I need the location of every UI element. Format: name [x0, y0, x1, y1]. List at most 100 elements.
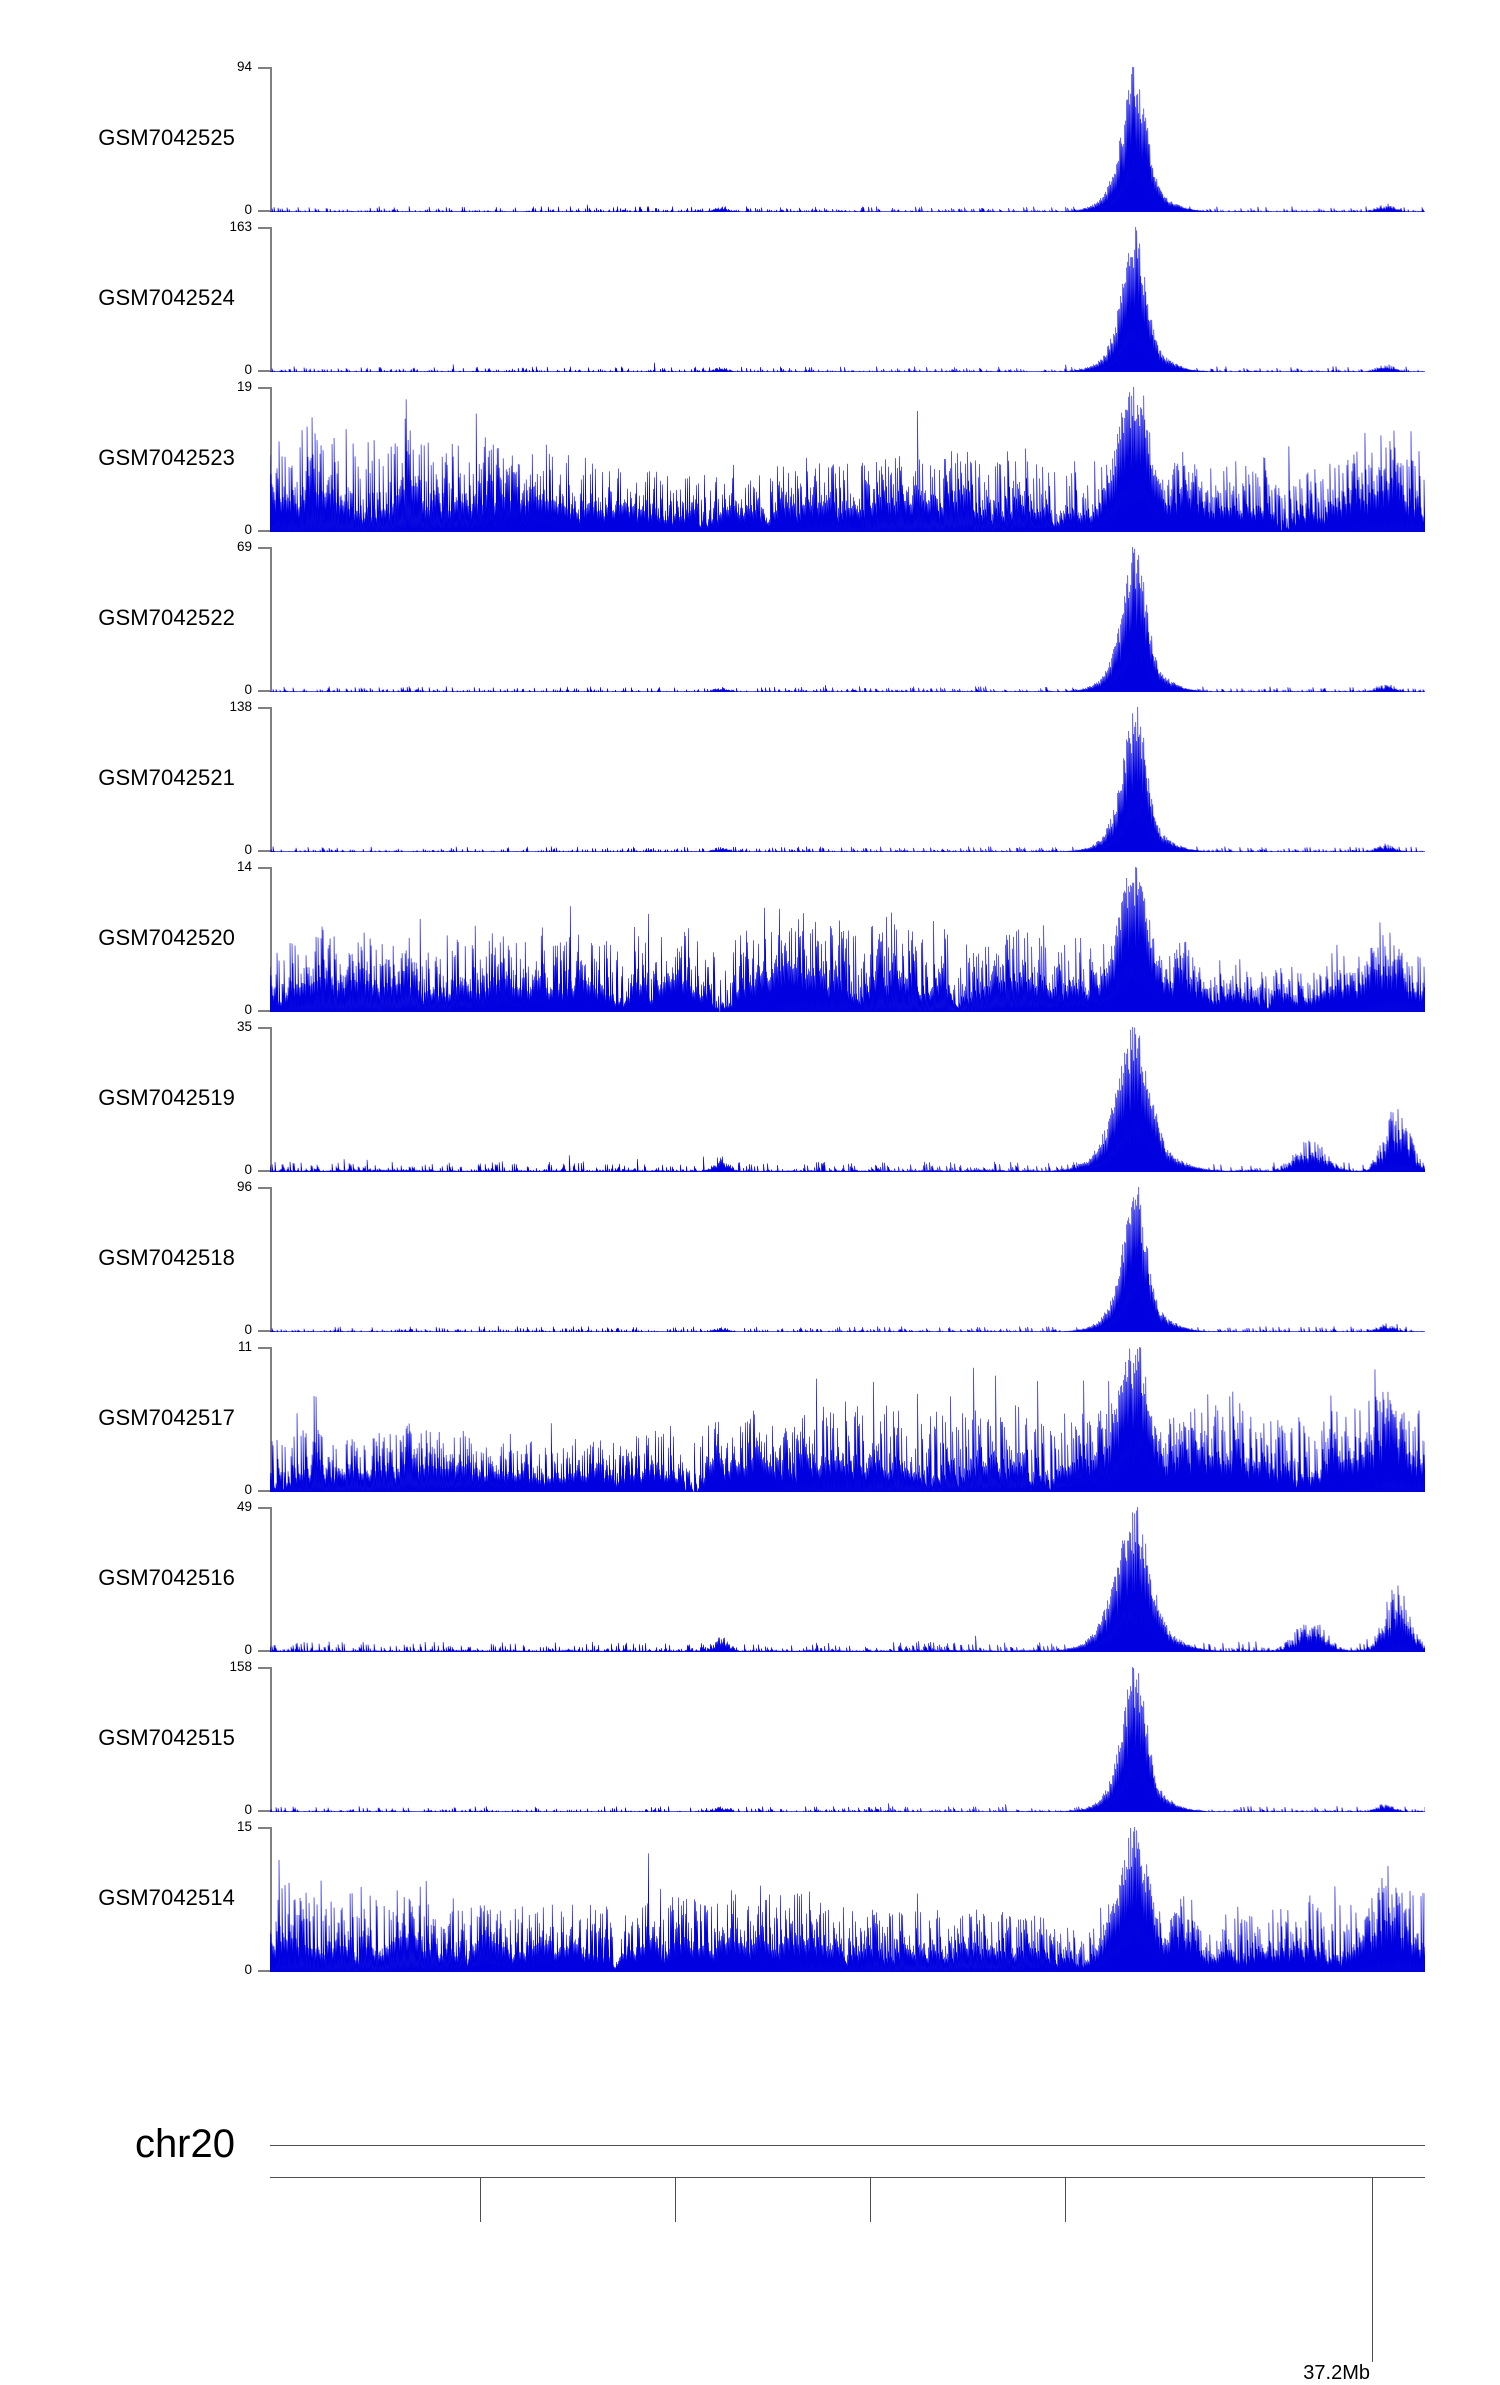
signal-plot[interactable] [270, 1347, 1425, 1492]
signal-area [270, 867, 1425, 1012]
y-axis-max-value: 96 [236, 1179, 252, 1194]
y-axis-min-value: 0 [244, 1962, 252, 1977]
y-axis-min-value: 0 [244, 1642, 252, 1657]
y-axis-min-value: 0 [244, 1802, 252, 1817]
y-axis-line [270, 867, 272, 1012]
y-axis-line [270, 1187, 272, 1332]
signal-area [270, 1347, 1425, 1492]
signal-plot[interactable] [270, 387, 1425, 532]
signal-track[interactable]: GSM7042523 19 0 [0, 379, 1500, 537]
y-axis-min-value: 0 [244, 1322, 252, 1337]
signal-track[interactable]: GSM7042525 94 0 [0, 59, 1500, 217]
y-axis-max-value: 138 [229, 699, 252, 714]
y-axis-tick-max [258, 867, 270, 869]
track-label: GSM7042520 [98, 924, 235, 950]
y-axis-line [270, 1667, 272, 1812]
y-axis-tick-max [258, 1347, 270, 1349]
signal-track[interactable]: GSM7042514 15 0 [0, 1819, 1500, 1977]
y-axis-tick-max [258, 1667, 270, 1669]
signal-plot[interactable] [270, 1027, 1425, 1172]
signal-area [270, 387, 1425, 532]
signal-track[interactable]: GSM7042520 14 0 [0, 859, 1500, 1017]
y-axis-line [270, 387, 272, 532]
y-axis-min-value: 0 [244, 1002, 252, 1017]
y-axis-min-value: 0 [244, 362, 252, 377]
signal-area [270, 707, 1425, 852]
signal-plot[interactable] [270, 1187, 1425, 1332]
y-axis-min-value: 0 [244, 202, 252, 217]
y-axis-line [270, 1347, 272, 1492]
y-axis-tick-min [258, 210, 270, 212]
signal-plot[interactable] [270, 1507, 1425, 1652]
y-axis-min-value: 0 [244, 522, 252, 537]
y-axis-tick-min [258, 1970, 270, 1972]
y-axis-tick-max [258, 227, 270, 229]
track-label: GSM7042525 [98, 124, 235, 150]
y-axis-line [270, 67, 272, 212]
signal-track[interactable]: GSM7042517 11 0 [0, 1339, 1500, 1497]
signal-plot[interactable] [270, 227, 1425, 372]
signal-track[interactable]: GSM7042522 69 0 [0, 539, 1500, 697]
signal-area [270, 67, 1425, 212]
y-axis-max-value: 69 [236, 539, 252, 554]
signal-track[interactable]: GSM7042516 49 0 [0, 1499, 1500, 1657]
y-axis-tick-min [258, 370, 270, 372]
ruler-tick [675, 2177, 677, 2222]
y-axis-tick-max [258, 707, 270, 709]
track-label: GSM7042519 [98, 1084, 235, 1110]
track-label: GSM7042523 [98, 444, 235, 470]
ruler-tick [870, 2177, 872, 2222]
signal-plot[interactable] [270, 1827, 1425, 1972]
ruler-tick [1064, 2177, 1066, 2222]
signal-track[interactable]: GSM7042519 35 0 [0, 1019, 1500, 1177]
ruler-tick [1371, 2177, 1373, 2362]
signal-plot[interactable] [270, 707, 1425, 852]
y-axis-tick-min [258, 1170, 270, 1172]
signal-plot[interactable] [270, 67, 1425, 212]
track-label: GSM7042518 [98, 1244, 235, 1270]
coordinate-label: 37.2Mb [1303, 2362, 1370, 2384]
y-axis-line [270, 1507, 272, 1652]
chromosome-ruler: chr20 37.2Mb [0, 2100, 1500, 2384]
signal-area [270, 1507, 1425, 1652]
ruler-tick [479, 2177, 481, 2222]
y-axis-tick-min [258, 690, 270, 692]
ruler-line-top [270, 2145, 1425, 2146]
y-axis-tick-min [258, 1650, 270, 1652]
track-label: GSM7042521 [98, 764, 235, 790]
y-axis-tick-max [258, 67, 270, 69]
y-axis-tick-max [258, 1027, 270, 1029]
y-axis-line [270, 707, 272, 852]
track-label: GSM7042514 [98, 1884, 235, 1910]
track-label: GSM7042516 [98, 1564, 235, 1590]
signal-track[interactable]: GSM7042521 138 0 [0, 699, 1500, 857]
y-axis-line [270, 1827, 272, 1972]
y-axis-min-value: 0 [244, 842, 252, 857]
signal-area [270, 227, 1425, 372]
track-label: GSM7042517 [98, 1404, 235, 1430]
y-axis-line [270, 227, 272, 372]
y-axis-max-value: 19 [236, 379, 252, 394]
y-axis-max-value: 94 [236, 59, 252, 74]
y-axis-tick-min [258, 1490, 270, 1492]
y-axis-min-value: 0 [244, 1482, 252, 1497]
signal-track[interactable]: GSM7042518 96 0 [0, 1179, 1500, 1337]
y-axis-max-value: 163 [229, 219, 252, 234]
signal-area [270, 547, 1425, 692]
track-label: GSM7042515 [98, 1724, 235, 1750]
y-axis-tick-max [258, 547, 270, 549]
signal-plot[interactable] [270, 867, 1425, 1012]
signal-track[interactable]: GSM7042524 163 0 [0, 219, 1500, 377]
y-axis-min-value: 0 [244, 682, 252, 697]
signal-plot[interactable] [270, 547, 1425, 692]
signal-track[interactable]: GSM7042515 158 0 [0, 1659, 1500, 1817]
track-label: GSM7042524 [98, 284, 235, 310]
ruler-line-bottom [270, 2177, 1425, 2178]
y-axis-tick-max [258, 1827, 270, 1829]
y-axis-max-value: 158 [229, 1659, 252, 1674]
signal-plot[interactable] [270, 1667, 1425, 1812]
y-axis-tick-min [258, 850, 270, 852]
y-axis-tick-min [258, 1010, 270, 1012]
signal-area [270, 1827, 1425, 1972]
